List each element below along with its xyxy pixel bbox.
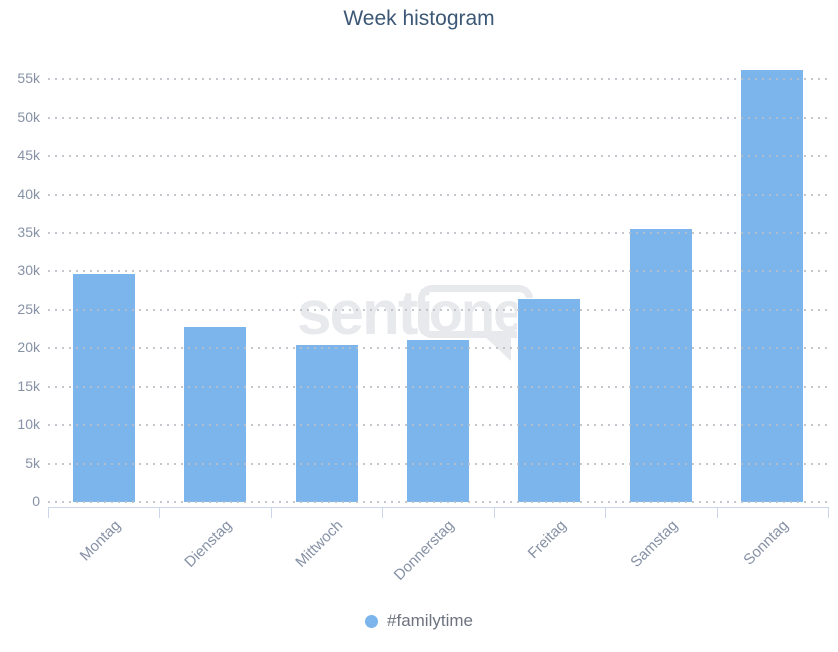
y-axis-label: 35k [17, 223, 40, 240]
bar-sonntag[interactable] [740, 69, 805, 502]
y-gridline [48, 116, 831, 119]
x-axis-label-montag: Montag [76, 517, 124, 565]
y-axis-label: 50k [17, 108, 40, 125]
y-gridline [48, 78, 831, 81]
x-axis-label-sonntag: Sonntag [740, 517, 793, 569]
x-axis-label-mittwoch: Mittwoch [292, 517, 347, 571]
x-axis-tick [382, 508, 384, 518]
x-axis-tick [605, 508, 607, 518]
y-gridline [48, 347, 831, 350]
x-axis-label-samstag: Samstag [626, 517, 681, 571]
watermark-logo: senti one [297, 279, 557, 374]
y-axis-label: 20k [17, 339, 40, 356]
x-axis-label-dienstag: Dienstag [181, 517, 236, 571]
y-axis-label: 30k [17, 262, 40, 279]
watermark-text: senti [297, 279, 434, 348]
legend: #familytime [0, 611, 838, 631]
x-axis-tick [828, 508, 829, 518]
y-gridline [48, 231, 831, 234]
y-axis-label: 45k [17, 147, 40, 164]
y-gridline [48, 155, 831, 158]
x-axis-tick [270, 508, 272, 518]
chart-title: Week histogram [343, 7, 495, 30]
y-axis-label: 25k [17, 300, 40, 317]
y-axis-label: 5k [25, 454, 40, 471]
bar-freitag[interactable] [517, 298, 582, 502]
y-gridline [48, 385, 831, 388]
x-axis-label-donnerstag: Donnerstag [391, 517, 459, 584]
watermark-boxed-text: one [418, 285, 533, 338]
x-axis-label-freitag: Freitag [524, 517, 570, 563]
y-axis-label: 55k [17, 70, 40, 87]
legend-label: #familytime [387, 611, 473, 630]
x-axis-tick [48, 508, 49, 518]
y-gridline [48, 424, 831, 427]
y-gridline [48, 462, 831, 465]
y-axis-label: 0 [32, 493, 40, 509]
bar-mittwoch[interactable] [294, 343, 359, 502]
y-axis-label: 15k [17, 377, 40, 394]
bar-samstag[interactable] [628, 228, 693, 502]
x-axis-tick [493, 508, 495, 518]
y-gridline [48, 193, 831, 196]
y-gridline [48, 308, 831, 311]
x-axis-tick [159, 508, 161, 518]
y-gridline [48, 270, 831, 273]
x-axis-tick [716, 508, 718, 518]
y-gridline [48, 501, 831, 503]
y-axis-label: 10k [17, 416, 40, 433]
y-axis-label: 40k [17, 185, 40, 202]
legend-item-familytime[interactable]: #familytime [365, 611, 473, 631]
bar-dienstag[interactable] [183, 325, 248, 502]
legend-marker-icon [365, 614, 379, 628]
x-axis-line [48, 507, 829, 508]
bar-donnerstag[interactable] [406, 339, 470, 502]
